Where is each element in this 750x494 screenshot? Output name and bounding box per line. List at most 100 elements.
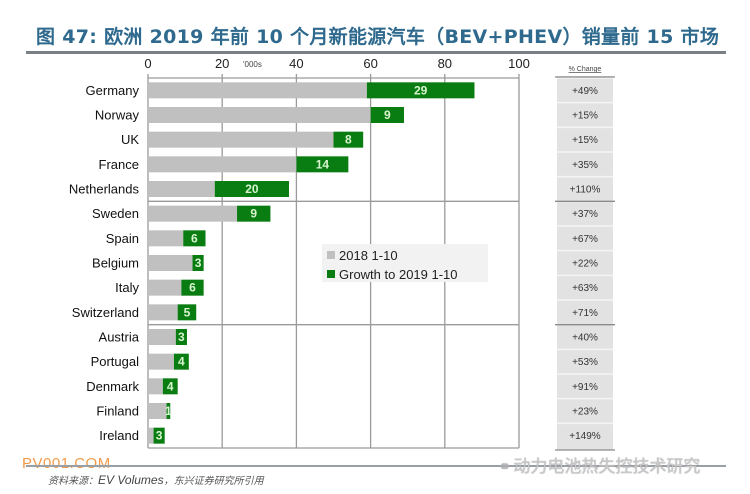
source-prefix: 资料来源： — [48, 476, 98, 487]
figure-title: 图 47: 欧洲 2019 年前 10 个月新能源汽车（BEV+PHEV）销量前… — [36, 26, 720, 48]
bar-growth — [192, 255, 204, 271]
pct-change-column-bg — [557, 76, 613, 450]
pct-change-column: % Change +49% +15% +15% +35% +110% +37% +67% +22… — [555, 66, 615, 451]
category-label: Italy — [115, 280, 139, 295]
category-label: Sweden — [92, 206, 139, 221]
watermark-pv001: PV001.COM — [22, 455, 111, 472]
bar-2018 — [149, 304, 178, 321]
category-label: Norway — [95, 108, 140, 123]
pct-change-value: +67% — [572, 234, 598, 245]
title-divider — [26, 51, 726, 54]
x-tick-label: 100 — [508, 56, 530, 71]
category-label: Finland — [96, 404, 139, 419]
bar-growth — [175, 329, 187, 345]
source-note: 资料来源：EV Volumes，东兴证券研究所引用 — [48, 472, 264, 487]
data-label: 29 — [414, 83, 428, 97]
bar-growth — [366, 82, 475, 99]
bar-growth — [333, 131, 364, 148]
bar-2018 — [149, 329, 176, 345]
x-tick-label: 20 — [215, 56, 229, 71]
pct-change-value: +22% — [572, 259, 598, 270]
legend: 2018 1-10 Growth to 2019 1-10 — [322, 244, 488, 282]
data-label: 5 — [184, 305, 191, 319]
x-tick-label: 60 — [363, 56, 377, 71]
category-label: Netherlands — [69, 182, 140, 197]
pct-change-value: +53% — [572, 357, 598, 368]
x-axis-ticks: 0 20 40 60 80 100 — [144, 56, 529, 71]
x-tick-label: 80 — [438, 56, 452, 71]
x-tick-label: 40 — [289, 56, 303, 71]
pct-change-value: +15% — [572, 111, 598, 122]
legend-swatch-2018 — [327, 251, 335, 259]
legend-box — [322, 244, 488, 282]
bar-2018 — [149, 353, 174, 370]
data-label: 20 — [245, 182, 259, 196]
bar-growth — [177, 304, 197, 321]
data-label: 4 — [178, 355, 185, 369]
bar-2018 — [149, 378, 163, 395]
category-label: Ireland — [99, 428, 139, 443]
bar-growth — [162, 378, 178, 395]
bar-growth — [183, 230, 206, 247]
legend-label: 2018 1-10 — [339, 248, 398, 263]
bar-growth — [214, 181, 289, 197]
bar-2018 — [149, 156, 297, 173]
data-label: 3 — [178, 330, 185, 344]
wechat-icon: ⚭ — [498, 457, 512, 476]
category-label: Switzerland — [72, 305, 139, 320]
legend-swatch-growth — [327, 270, 335, 278]
data-label: 1 — [165, 404, 172, 418]
category-labels: Germany Norway UK France Netherlands Sweden Sp… — [69, 83, 140, 443]
pct-change-value: +35% — [572, 160, 598, 171]
bar-2018 — [149, 131, 334, 148]
pct-change-value: +49% — [572, 86, 598, 97]
data-label: 14 — [316, 157, 330, 171]
pct-change-header: % Change — [569, 66, 602, 73]
pct-change-value: +110% — [570, 185, 601, 196]
pct-change-value: +149% — [569, 431, 601, 442]
category-label: Germany — [86, 83, 140, 98]
data-label: 9 — [384, 108, 391, 122]
category-label: Belgium — [92, 256, 139, 271]
bar-2018 — [149, 181, 215, 197]
category-label: UK — [121, 132, 139, 147]
pct-change-value: +40% — [572, 333, 598, 344]
data-label: 3 — [195, 256, 202, 270]
category-label: Portugal — [91, 354, 140, 369]
category-label: France — [99, 157, 139, 172]
pct-change-value: +63% — [572, 283, 598, 294]
category-label: Spain — [106, 231, 139, 246]
pct-change-value: +91% — [572, 382, 598, 393]
x-axis-unit-label: '000s — [243, 60, 262, 69]
bar-growth — [296, 156, 349, 173]
bar-2018 — [149, 279, 182, 296]
source-name: EV Volumes — [98, 473, 164, 487]
bar-growth — [181, 279, 204, 296]
bar-growth — [153, 427, 165, 444]
category-label: Denmark — [86, 379, 139, 394]
bar-2018 — [149, 255, 193, 271]
data-label: 6 — [189, 281, 196, 295]
bar-2018 — [149, 230, 184, 247]
bar-2018 — [149, 107, 371, 123]
bar-growth — [370, 107, 404, 123]
bar-growth — [237, 205, 271, 222]
data-label: 6 — [191, 231, 198, 245]
category-label: Austria — [99, 330, 140, 345]
bar-2018 — [149, 427, 154, 444]
pct-change-value: +15% — [572, 135, 598, 146]
watermark-wechat-text: 动力电池热失控技术研究 — [513, 457, 701, 477]
pct-change-value: +37% — [572, 209, 598, 220]
watermark-wechat: ⚭ 动力电池热失控技术研究 — [498, 452, 700, 477]
data-label: 4 — [167, 379, 174, 393]
pct-change-value: +71% — [572, 308, 598, 319]
bar-2018 — [149, 205, 238, 222]
bar-2018 — [149, 403, 167, 419]
legend-label: Growth to 2019 1-10 — [339, 267, 458, 282]
bars — [149, 82, 475, 444]
x-tick-label: 0 — [144, 56, 151, 71]
data-label: 3 — [156, 429, 163, 443]
footer-divider — [26, 465, 726, 467]
